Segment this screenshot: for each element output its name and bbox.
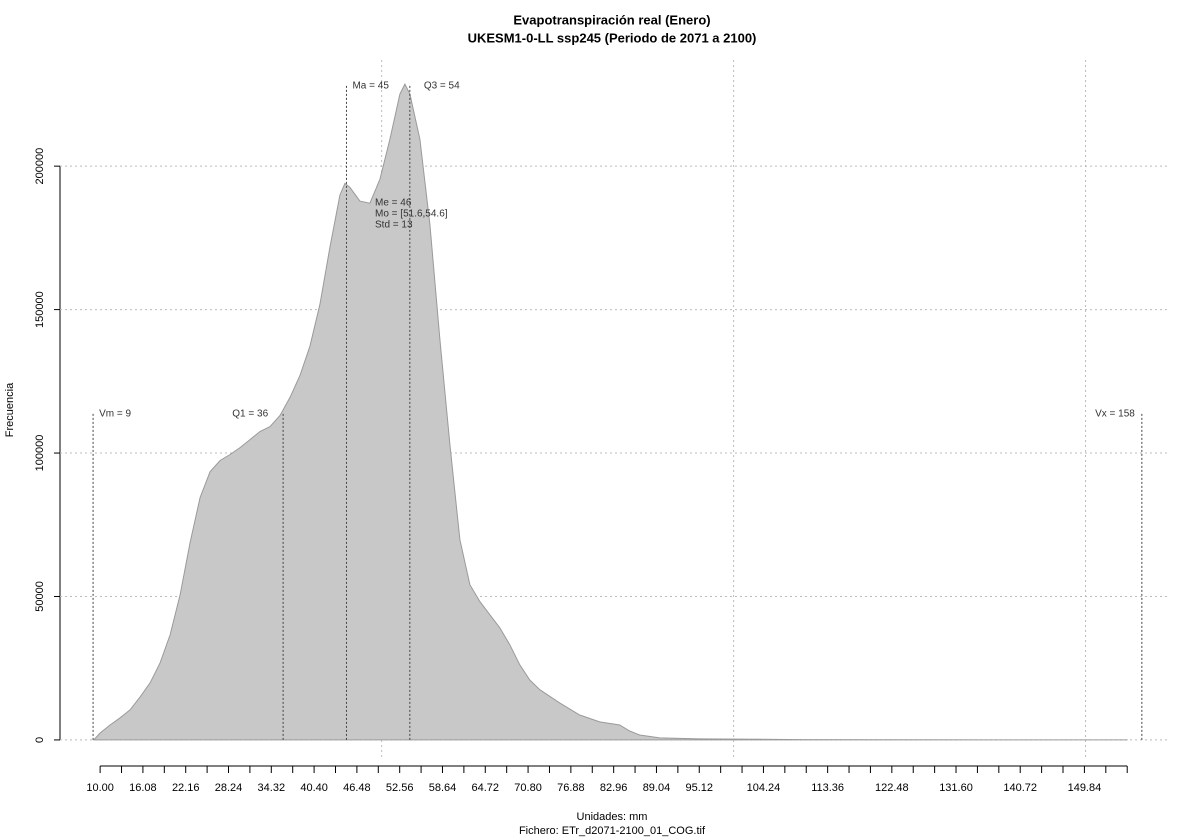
x-tick-label: 64.72: [472, 782, 500, 794]
x-tick-label: 70.80: [514, 782, 542, 794]
x-tick-label: 46.48: [343, 782, 371, 794]
x-tick-label: 122.48: [875, 782, 909, 794]
x-tick-label: 10.00: [86, 782, 114, 794]
x-tick-label: 149.84: [1068, 782, 1102, 794]
chart-title: Evapotranspiración real (Enero): [513, 12, 710, 27]
x-tick-label: 58.64: [429, 782, 457, 794]
x-tick-label: 140.72: [1003, 782, 1037, 794]
x-tick-label: 131.60: [939, 782, 973, 794]
y-tick-label: 200000: [34, 148, 46, 185]
x-tick-label: 89.04: [643, 782, 671, 794]
x-axis-label: Unidades: mm: [577, 811, 648, 823]
y-tick-label: 50000: [34, 581, 46, 612]
annotation-label: Ma = 45: [352, 81, 389, 92]
density-area: [93, 82, 1128, 741]
x-tick-label: 22.16: [172, 782, 200, 794]
x-tick-label: 28.24: [215, 782, 243, 794]
x-tick-label: 52.56: [386, 782, 414, 794]
x-tick-label: 16.08: [129, 782, 157, 794]
y-tick-label: 100000: [34, 435, 46, 472]
annotation-label: Vm = 9: [99, 409, 131, 420]
annotation-label: Q3 = 54: [424, 81, 460, 92]
x-tick-label: 40.40: [300, 782, 328, 794]
x-tick-label: 34.32: [258, 782, 286, 794]
stats-label: Mo = [51.6,54.6]: [375, 209, 448, 220]
y-axis-label: Frecuencia: [4, 382, 16, 437]
file-label: Fichero: ETr_d2071-2100_01_COG.tif: [519, 825, 706, 837]
y-tick-label: 0: [34, 737, 46, 743]
chart-subtitle: UKESM1-0-LL ssp245 (Periodo de 2071 a 21…: [468, 30, 757, 45]
annotation-label: Q1 = 36: [232, 409, 268, 420]
x-tick-label: 113.36: [811, 782, 844, 794]
x-tick-label: 82.96: [600, 782, 628, 794]
x-tick-label: 95.12: [685, 782, 713, 794]
x-tick-label: 76.88: [557, 782, 585, 794]
stats-label: Me = 46: [375, 198, 412, 209]
x-tick-label: 104.24: [747, 782, 781, 794]
stats-label: Std = 13: [375, 220, 413, 231]
y-tick-label: 150000: [34, 291, 46, 328]
annotation-label: Vx = 158: [1095, 409, 1135, 420]
